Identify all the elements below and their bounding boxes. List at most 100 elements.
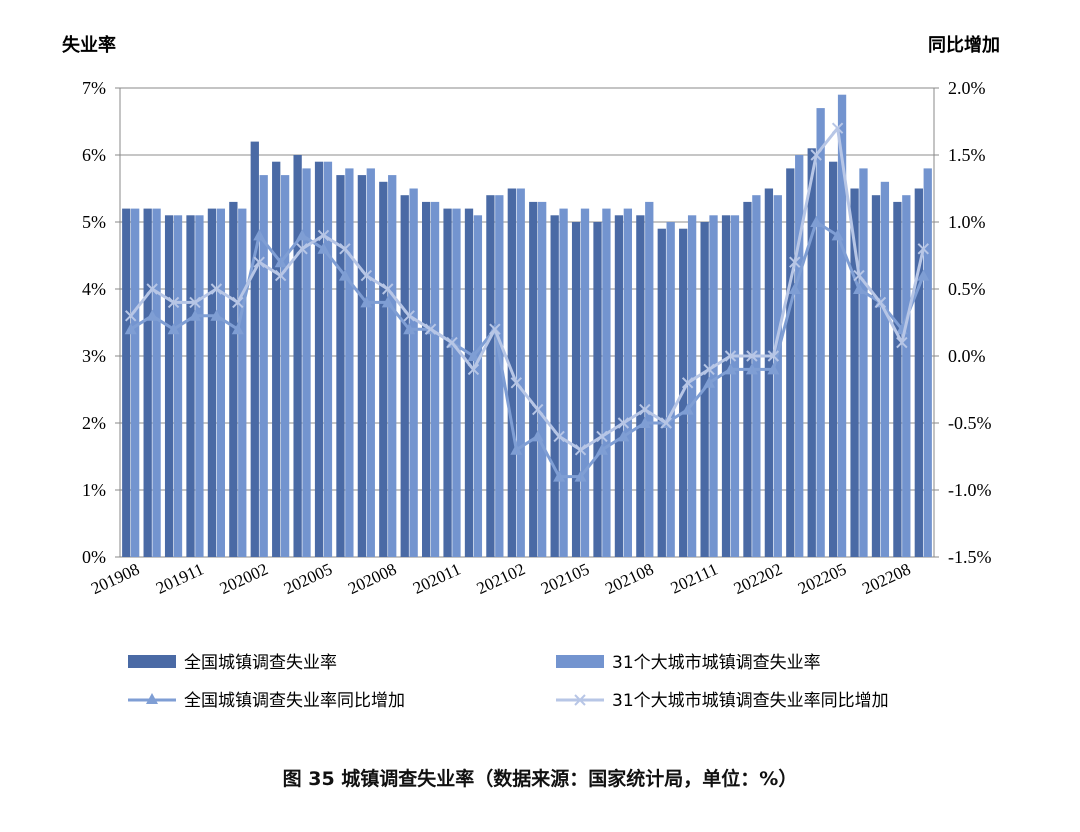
x-tick-label: 202111 xyxy=(668,559,721,597)
bar-city31-202201 xyxy=(752,195,761,557)
marker-city31-yoy-202106 xyxy=(596,430,608,443)
bar-national-202203 xyxy=(786,168,795,557)
marker-national-yoy-202005 xyxy=(317,242,330,254)
bar-city31-202004 xyxy=(302,168,311,557)
bar-national-201909 xyxy=(143,208,152,557)
marker-national-yoy-202106 xyxy=(595,443,608,455)
marker-national-yoy-202108 xyxy=(638,417,651,428)
legend-item-city31-rate: 31个大城市城镇调查失业率 xyxy=(556,653,821,673)
x-axis-ticks: 201908 201911 202002 202005 202008 202011 2021… xyxy=(88,559,913,598)
marker-city31-yoy-201911 xyxy=(189,296,201,309)
marker-national-yoy-202202 xyxy=(767,363,780,375)
bar-national-201910 xyxy=(164,215,174,558)
legend-item-national-yoy: 全国城镇调查失业率同比增加 xyxy=(128,691,405,711)
legend-label-city31-yoy: 31个大城市城镇调查失业率同比增加 xyxy=(612,691,889,711)
marker-city31-yoy-202202 xyxy=(767,350,780,362)
marker-national-yoy-202102 xyxy=(510,443,523,455)
marker-city31-yoy-202011 xyxy=(446,336,458,349)
marker-national-yoy-202007 xyxy=(360,296,373,308)
marker-national-yoy-202105 xyxy=(574,470,587,482)
left-tick-label: 7% xyxy=(82,78,106,98)
bar-city31-202205 xyxy=(837,94,847,557)
bar-national-202010 xyxy=(422,201,431,557)
bar-national-202004 xyxy=(293,155,302,557)
bar-national-202001 xyxy=(229,201,238,557)
marker-national-yoy-201910 xyxy=(167,323,180,335)
bar-city31-202001 xyxy=(238,208,247,557)
bar-city31-202208 xyxy=(902,195,911,557)
legend-label-national-yoy: 全国城镇调查失业率同比增加 xyxy=(184,691,405,711)
bar-national-202107 xyxy=(614,215,624,558)
bar-city31-202101 xyxy=(495,195,504,557)
bar-national-202205 xyxy=(829,161,838,557)
left-axis-title: 失业率 xyxy=(62,34,116,56)
left-tick-label: 6% xyxy=(82,145,106,165)
marker-national-yoy-202110 xyxy=(681,403,694,415)
legend-triangle-marker xyxy=(146,693,158,704)
marker-city31-yoy-202104 xyxy=(553,430,565,443)
marker-national-yoy-202206 xyxy=(853,283,866,294)
marker-city31-yoy-201910 xyxy=(167,296,180,309)
bar-city31-202011 xyxy=(452,208,461,557)
bar-national-202103 xyxy=(529,201,538,557)
left-tick-label: 3% xyxy=(82,346,106,366)
bar-city31-201911 xyxy=(195,215,204,558)
x-tick-label: 202002 xyxy=(217,559,271,598)
marker-city31-yoy-202102 xyxy=(510,377,522,389)
marker-city31-yoy-202105 xyxy=(574,444,587,456)
marker-city31-yoy-202112 xyxy=(724,350,737,362)
left-axis-ticks: 0% 1% 2% 3% 4% 5% 6% 7% xyxy=(82,78,106,567)
marker-national-yoy-202012 xyxy=(467,350,480,361)
bar-city31-202010 xyxy=(430,201,440,557)
marker-city31-yoy-202206 xyxy=(853,269,865,282)
marker-national-yoy-202003 xyxy=(274,256,287,268)
right-tick-label: 1.0% xyxy=(948,212,986,232)
marker-city31-yoy-202203 xyxy=(789,256,801,268)
bar-national-202003 xyxy=(272,161,281,557)
marker-city31-yoy-202208 xyxy=(896,336,908,349)
right-tick-label: 0.5% xyxy=(948,279,986,299)
x-tick-label: 202105 xyxy=(538,559,592,598)
bar-city31-202209 xyxy=(923,168,932,557)
right-tick-label: 2.0% xyxy=(948,78,986,98)
right-axis-ticks: -1.5% -1.0% -0.5% 0.0% 0.5% 1.0% 1.5% 2.0% xyxy=(948,78,992,567)
marker-city31-yoy-202207 xyxy=(874,296,887,309)
bar-city31-202006 xyxy=(345,168,354,557)
bar-city31-202002 xyxy=(259,175,268,557)
marker-national-yoy-202204 xyxy=(810,216,823,227)
bar-national-202209 xyxy=(914,188,923,557)
x-tick-label: 202208 xyxy=(859,559,913,598)
marker-national-yoy-201912 xyxy=(210,309,223,321)
marker-national-yoy-202006 xyxy=(338,269,351,281)
x-tick-label: 202008 xyxy=(345,559,399,598)
x-tick-label: 201911 xyxy=(153,559,207,598)
legend-label-national-rate: 全国城镇调查失业率 xyxy=(184,653,337,673)
marker-city31-yoy-202003 xyxy=(274,269,287,282)
right-tick-label: 1.5% xyxy=(948,145,986,165)
bar-national-202207 xyxy=(871,195,881,557)
bar-city31-202009 xyxy=(409,188,418,557)
bar-national-202101 xyxy=(486,195,495,557)
bar-city31-202012 xyxy=(473,215,483,558)
marker-national-yoy-202008 xyxy=(381,296,394,308)
marker-city31-yoy-202004 xyxy=(296,243,308,255)
bar-city31-202003 xyxy=(280,175,290,557)
figure-caption: 图 35 城镇调查失业率（数据来源：国家统计局，单位：%） xyxy=(282,768,798,790)
bar-city31-202206 xyxy=(859,168,868,557)
bar-national-201912 xyxy=(207,208,217,557)
bar-city31-202008 xyxy=(388,175,397,557)
bar-city31-202104 xyxy=(559,208,568,557)
left-tick-label: 4% xyxy=(82,279,106,299)
x-tick-label: 202202 xyxy=(731,559,785,598)
marker-city31-yoy-202111 xyxy=(703,363,715,376)
bar-city31-202207 xyxy=(880,181,890,558)
right-axis-title: 同比增加 xyxy=(928,34,1000,56)
marker-city31-yoy-202007 xyxy=(360,269,373,282)
marker-city31-yoy-202107 xyxy=(617,417,630,429)
marker-national-yoy-202111 xyxy=(703,376,716,388)
bar-city31-202103 xyxy=(538,201,547,557)
bar-city31-202109 xyxy=(666,222,675,557)
bar-city31-202204 xyxy=(816,108,825,557)
marker-national-yoy-202103 xyxy=(531,430,544,442)
marker-city31-yoy-202209 xyxy=(917,243,929,255)
